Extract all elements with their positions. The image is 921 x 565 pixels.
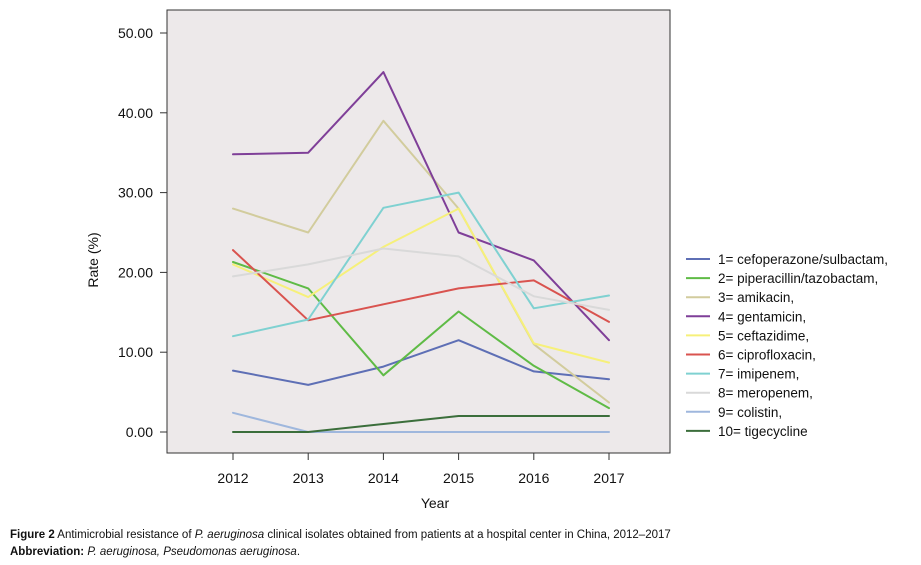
abbreviation-text: P. aeruginosa, Pseudomonas aeruginosa bbox=[84, 546, 297, 558]
x-axis-title: Year bbox=[421, 495, 450, 511]
y-axis-title: Rate (%) bbox=[85, 232, 101, 287]
series-line-8 bbox=[232, 247, 610, 311]
x-tick-label: 2014 bbox=[368, 470, 399, 486]
legend-label: 2= piperacillin/tazobactam, bbox=[718, 271, 878, 286]
abbreviation-end: . bbox=[296, 546, 301, 558]
series-line-5 bbox=[232, 207, 610, 364]
series-line-4 bbox=[232, 71, 610, 342]
figure-caption: Figure 2 Antimicrobial resistance of P. … bbox=[10, 529, 910, 541]
series-line-10 bbox=[232, 415, 610, 433]
series-line-2 bbox=[232, 261, 610, 410]
y-tick-label: 40.00 bbox=[118, 105, 153, 121]
line-chart: 0.00 10.00 20.00 30.00 40.00 50.00 2012 2013 20… bbox=[85, 9, 888, 511]
series-line-3 bbox=[232, 119, 610, 404]
y-tick-label: 20.00 bbox=[118, 264, 153, 280]
caption-text-2: clinical isolates obtained from patients… bbox=[264, 529, 671, 541]
caption-text-1: Antimicrobial resistance of bbox=[54, 529, 195, 541]
series-line-7 bbox=[232, 191, 610, 338]
legend-label: 7= imipenem, bbox=[718, 367, 799, 382]
caption-species: P. aeruginosa bbox=[194, 529, 265, 541]
series-line-9 bbox=[232, 411, 610, 433]
abbreviation-label: Abbreviation: bbox=[10, 546, 85, 558]
series-line-6 bbox=[232, 249, 610, 323]
legend-label: 4= gentamicin, bbox=[718, 309, 806, 324]
legend: 1= cefoperazone/sulbactam, 2= piperacilli… bbox=[686, 252, 888, 439]
x-tick-label: 2012 bbox=[217, 470, 248, 486]
x-tick-label: 2017 bbox=[593, 470, 624, 486]
x-tick-label: 2016 bbox=[518, 470, 549, 486]
legend-label: 5= ceftazidime, bbox=[718, 328, 809, 343]
y-tick-label: 10.00 bbox=[118, 344, 153, 360]
y-tick-label: 0.00 bbox=[126, 424, 153, 440]
abbreviation-note: Abbreviation: P. aeruginosa, Pseudomonas… bbox=[10, 546, 910, 558]
x-tick-label: 2013 bbox=[293, 470, 324, 486]
y-tick-label: 30.00 bbox=[118, 185, 153, 201]
legend-label: 10= tigecycline bbox=[718, 424, 808, 439]
figure-label: Figure 2 bbox=[10, 529, 55, 541]
legend-label: 8= meropenem, bbox=[718, 386, 813, 401]
legend-label: 9= colistin, bbox=[718, 405, 782, 420]
y-tick-label: 50.00 bbox=[118, 25, 153, 41]
legend-label: 6= ciprofloxacin, bbox=[718, 348, 816, 363]
x-tick-label: 2015 bbox=[443, 470, 474, 486]
legend-label: 3= amikacin, bbox=[718, 290, 794, 305]
legend-label: 1= cefoperazone/sulbactam, bbox=[718, 252, 888, 267]
plot-area bbox=[166, 9, 671, 454]
